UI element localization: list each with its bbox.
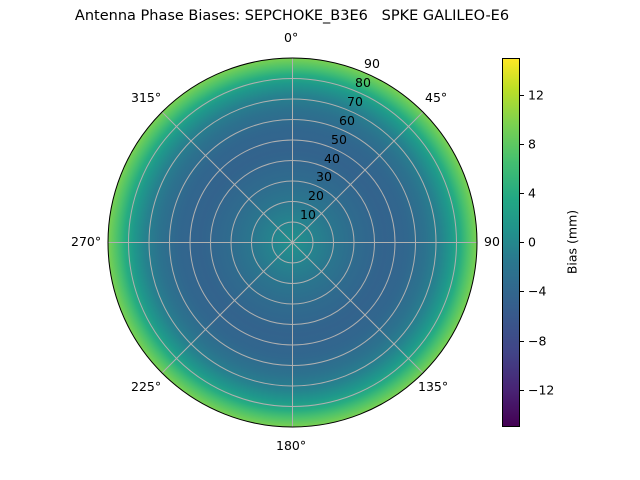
colorbar-label: Bias (mm): [564, 209, 580, 275]
azimuth-label-135: 135°: [418, 379, 449, 394]
radial-label-40: 40: [324, 151, 340, 166]
azimuth-label-180: 180°: [276, 438, 307, 453]
radial-label-80: 80: [355, 75, 371, 90]
colorbar-tick-neg4: −4: [528, 283, 547, 299]
azimuth-label-270: 270°: [71, 234, 102, 249]
azimuth-label-225: 225°: [131, 379, 162, 394]
azimuth-label-0: 0°: [284, 30, 299, 45]
radial-label-20: 20: [308, 188, 324, 203]
azimuth-label-45: 45°: [425, 90, 448, 105]
colorbar-tick-4: 4: [528, 185, 536, 201]
radial-label-70: 70: [347, 94, 363, 109]
colorbar-tick-12: 12: [528, 87, 544, 103]
colorbar-tick-neg8: −8: [528, 333, 547, 349]
colorbar-tick-neg12: −12: [528, 382, 555, 398]
radial-label-30: 30: [316, 169, 332, 184]
azimuth-label-315: 315°: [131, 90, 162, 105]
colorbar-tick-0: 0: [528, 234, 536, 250]
radial-label-90: 90: [364, 56, 380, 71]
colorbar-tick-8: 8: [528, 136, 536, 152]
radial-label-10: 10: [300, 207, 316, 222]
colorbar: [502, 58, 520, 427]
chart-title: Antenna Phase Biases: SEPCHOKE_B3E6 SPKE…: [74, 8, 510, 24]
azimuth-label-90: 90°: [484, 234, 500, 249]
grid: [108, 58, 477, 427]
radial-label-50: 50: [331, 132, 347, 147]
radial-label-60: 60: [339, 113, 355, 128]
